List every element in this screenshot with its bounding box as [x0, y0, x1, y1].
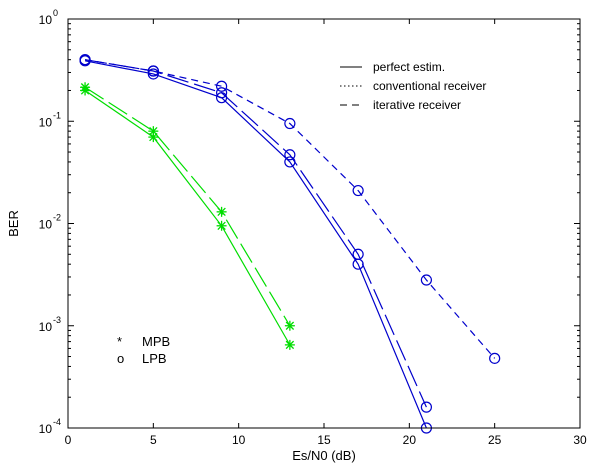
x-tick-label: 15	[317, 433, 331, 447]
data-point-star	[284, 339, 295, 350]
legend-marker-symbol: o	[117, 351, 124, 366]
legend-line-label: conventional receiver	[373, 79, 486, 93]
x-tick-label: 5	[150, 433, 157, 447]
x-tick-label: 25	[488, 433, 502, 447]
x-tick-label: 20	[403, 433, 417, 447]
data-point-circle	[352, 184, 364, 197]
line-style-legend: perfect estim. conventional receiver itera…	[340, 60, 486, 112]
data-point-circle	[420, 274, 432, 286]
series-line-5	[84, 59, 496, 359]
legend-marker-label: LPB	[142, 351, 167, 366]
data-point-circle	[79, 54, 91, 66]
data-point-circle	[420, 401, 432, 413]
legend-line-label: iterative receiver	[373, 98, 461, 112]
data-point-star	[216, 220, 227, 231]
data-point-circle	[352, 248, 364, 260]
data-point-circle	[216, 80, 228, 92]
series-line-1	[84, 89, 291, 346]
x-tick-label: 10	[232, 433, 246, 447]
y-tick-label: 10	[39, 320, 53, 334]
data-point-circle	[284, 117, 296, 130]
y-tick-label: 10	[39, 13, 53, 27]
data-point-circle	[284, 149, 296, 161]
data-point-circle	[147, 65, 159, 77]
y-tick-exponent: -2	[53, 213, 61, 223]
x-tick-label: 0	[65, 433, 72, 447]
y-axis-label: BER	[6, 210, 21, 237]
data-point-circle	[147, 68, 159, 80]
y-tick-label: 10	[39, 422, 53, 436]
y-tick-label: 10	[39, 115, 53, 129]
legend-marker-symbol: *	[117, 334, 122, 349]
x-axis-label: Es/N0 (dB)	[292, 448, 356, 463]
legend-line-label: perfect estim.	[373, 60, 445, 74]
y-tick-label: 10	[39, 218, 53, 232]
data-point-circle	[489, 352, 501, 364]
x-tick-label: 30	[573, 433, 587, 447]
data-point-circle	[216, 87, 228, 99]
y-tick-exponent: -4	[53, 417, 61, 427]
series-line-4	[84, 59, 427, 408]
y-tick-exponent: -3	[53, 315, 61, 325]
series-line-2	[84, 86, 291, 327]
y-tick-exponent: 0	[53, 8, 58, 18]
y-tick-exponent: -1	[53, 110, 61, 120]
data-point-star	[80, 82, 91, 93]
series-line-3	[84, 60, 427, 429]
data-point-star	[148, 126, 159, 137]
legend-marker-label: MPB	[142, 334, 170, 349]
marker-legend: * MPB o LPB	[117, 334, 170, 366]
data-point-star	[216, 206, 227, 217]
plot-area	[79, 54, 501, 434]
data-point-star	[284, 320, 295, 331]
